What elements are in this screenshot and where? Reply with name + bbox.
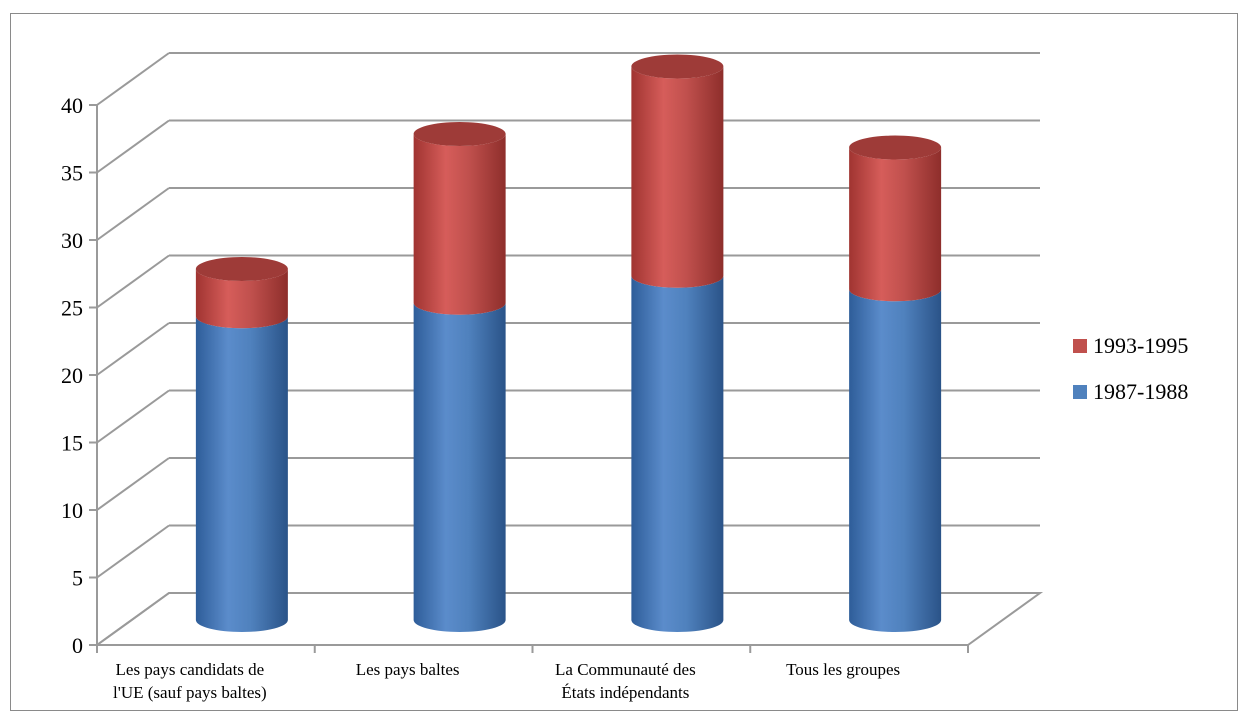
gridline-side <box>96 389 170 444</box>
x-category-label: l'UE (sauf pays baltes) <box>113 683 267 702</box>
bar-top-cap <box>849 135 942 160</box>
x-category-labels: Les pays candidats de l'UE (sauf pays bal… <box>113 660 900 702</box>
y-tick-label: 35 <box>61 161 83 186</box>
legend-swatch <box>1073 385 1087 399</box>
gridline-side <box>96 322 170 376</box>
x-category-label: Tous les groupes <box>786 660 900 679</box>
x-category-label: Les pays baltes <box>356 660 460 679</box>
bar-group <box>849 135 942 632</box>
legend: 1993-1995 1987-1988 <box>1073 333 1188 404</box>
bar-top-cap <box>631 54 724 79</box>
y-tick-label: 5 <box>72 566 83 591</box>
bar-group <box>631 54 724 632</box>
x-category-label: États indépendants <box>561 683 689 702</box>
axes <box>89 104 969 653</box>
bar-segment-1993-1995 <box>631 66 724 288</box>
x-category-label: La Communauté des <box>555 660 696 679</box>
y-tick-label: 20 <box>61 363 83 388</box>
y-tick-label: 40 <box>61 93 83 118</box>
y-tick-label: 25 <box>61 296 83 321</box>
gridline-side <box>96 254 170 309</box>
chart-frame <box>10 13 1238 711</box>
bar-segment-1987-1988 <box>413 302 506 632</box>
bar-segment-1993-1995 <box>195 269 288 329</box>
gridline-side <box>96 52 170 106</box>
x-category-label: Les pays candidats de <box>116 660 265 679</box>
gridline-side <box>96 187 170 241</box>
y-tick-labels: 0 5 10 15 20 25 30 35 40 <box>61 93 83 658</box>
y-tick-label: 30 <box>61 228 83 253</box>
legend-label: 1993-1995 <box>1093 333 1188 358</box>
bar-top-cap <box>195 257 288 281</box>
bar-segment-1993-1995 <box>413 134 506 315</box>
bar-segment-1987-1988 <box>849 289 942 632</box>
bar-segment-1987-1988 <box>195 316 288 632</box>
bars <box>195 54 942 632</box>
bar-top-cap <box>413 122 506 146</box>
bar-segment-1987-1988 <box>631 275 724 632</box>
gridline-side <box>96 457 170 511</box>
bar-group <box>195 257 288 632</box>
gridline-side <box>96 524 170 579</box>
legend-swatch <box>1073 339 1087 353</box>
y-tick-label: 15 <box>61 431 83 456</box>
y-tick-label: 10 <box>61 498 83 523</box>
bar-segment-1993-1995 <box>849 147 942 302</box>
legend-label: 1987-1988 <box>1093 379 1188 404</box>
gridline-side <box>96 592 170 646</box>
y-tick-label: 0 <box>72 633 83 658</box>
gridline-side <box>96 119 170 174</box>
bar-group <box>413 122 506 632</box>
